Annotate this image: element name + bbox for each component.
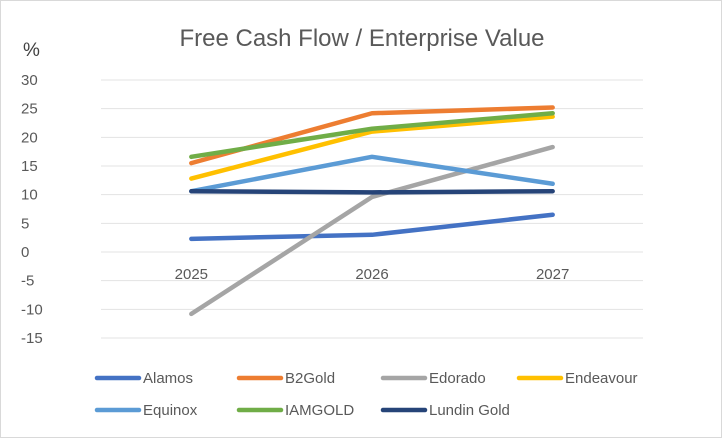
series-line-iamgold — [189, 111, 555, 160]
series-line-alamos — [189, 212, 555, 242]
y-tick-label: 25 — [21, 101, 38, 118]
y-tick-label: -15 — [21, 330, 43, 347]
y-tick-label: 0 — [21, 244, 29, 261]
gridlines — [101, 79, 643, 339]
x-tick-label: 2027 — [536, 266, 569, 283]
y-axis-ticks: 30 25 20 15 10 5 0 -5 -10 -15 — [21, 72, 43, 347]
y-tick-label: -10 — [21, 301, 43, 318]
y-tick-label: 30 — [21, 72, 38, 89]
legend-label: Equinox — [143, 402, 198, 419]
y-tick-label: 20 — [21, 129, 38, 146]
series-line-lundin-gold — [189, 188, 555, 195]
y-tick-label: 15 — [21, 158, 38, 175]
x-axis-ticks: 2025 2026 2027 — [175, 266, 570, 283]
series-lines — [189, 105, 555, 317]
legend-label: B2Gold — [285, 370, 335, 387]
chart-title: Free Cash Flow / Enterprise Value — [179, 25, 544, 52]
y-axis-unit-label: % — [23, 40, 40, 61]
legend-label: Endeavour — [565, 370, 638, 387]
y-tick-label: 10 — [21, 187, 38, 204]
legend-label: Edorado — [429, 370, 486, 387]
series-line-edorado — [189, 144, 555, 317]
series-line-equinox — [189, 154, 555, 194]
legend: Alamos B2Gold Edorado Endeavour Equinox IAMGO… — [94, 370, 638, 419]
series-line-endeavour — [189, 114, 555, 181]
y-tick-label: -5 — [21, 273, 34, 290]
y-tick-label: 5 — [21, 215, 29, 232]
legend-label: Lundin Gold — [429, 402, 510, 419]
legend-label: Alamos — [143, 370, 193, 387]
x-tick-label: 2025 — [175, 266, 208, 283]
legend-label: IAMGOLD — [285, 402, 354, 419]
x-tick-label: 2026 — [355, 266, 388, 283]
